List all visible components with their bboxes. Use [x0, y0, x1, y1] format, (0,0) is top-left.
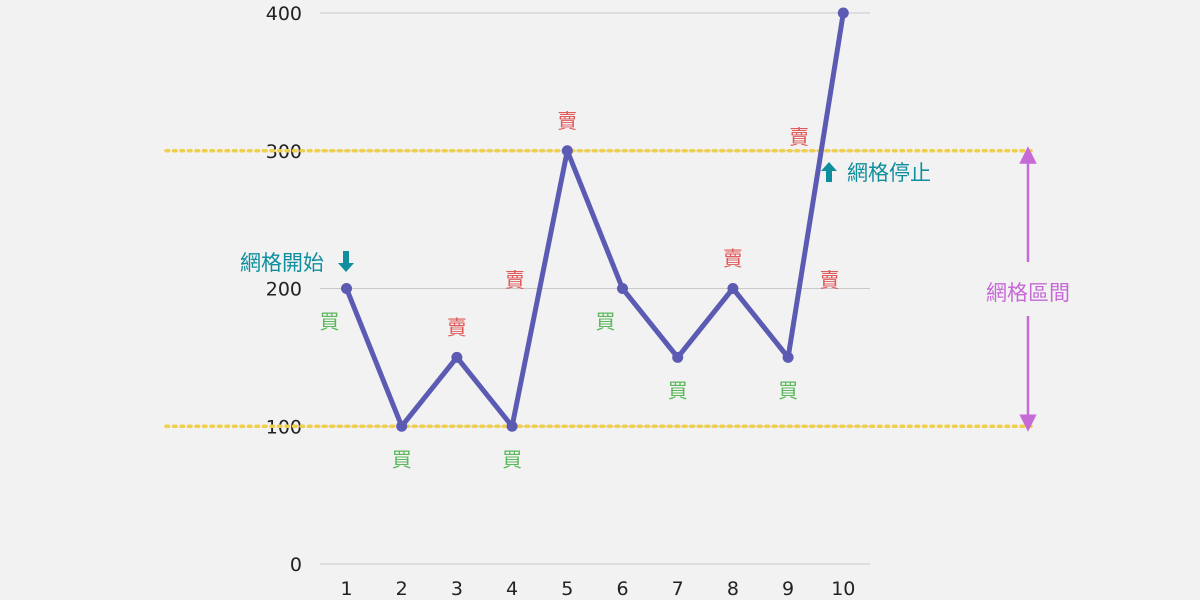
x-axis-tick-labels: 1 2 3 4 5 6 7 8 9 10	[340, 578, 855, 600]
x-tick-label: 4	[506, 578, 518, 600]
grid-stop-label: 網格停止	[847, 161, 931, 185]
price-point	[561, 145, 573, 157]
y-tick-label: 400	[266, 3, 302, 25]
x-tick-label: 9	[782, 578, 794, 600]
price-point	[617, 283, 628, 294]
buy-label: 買	[392, 447, 412, 471]
y-tick-label: 200	[266, 279, 302, 301]
sell-label: 賣	[789, 125, 809, 149]
buy-label: 買	[596, 310, 616, 334]
grid-stop-up-arrow-icon	[821, 162, 837, 182]
buy-label: 買	[668, 378, 688, 402]
price-point	[396, 420, 408, 432]
x-tick-label: 2	[396, 578, 408, 600]
buy-label: 買	[778, 378, 798, 402]
sell-label: 賣	[505, 268, 525, 292]
price-point	[506, 420, 518, 432]
y-axis-tick-labels: 0 100 200 300 400	[266, 3, 302, 576]
grid-start-down-arrow-icon	[338, 251, 354, 272]
price-line	[344, 10, 846, 429]
x-tick-label: 6	[616, 578, 628, 600]
buy-label: 買	[502, 447, 522, 471]
grid-range-label: 網格區間	[986, 281, 1070, 305]
sell-label: 賣	[557, 109, 577, 133]
sell-label: 賣	[447, 315, 467, 339]
y-tick-label: 100	[266, 416, 302, 438]
sell-label: 賣	[723, 247, 743, 271]
y-tick-label: 0	[290, 554, 302, 576]
price-point	[782, 351, 794, 363]
x-tick-label: 10	[831, 578, 855, 600]
x-tick-label: 1	[340, 578, 352, 600]
buy-label: 買	[320, 310, 340, 334]
x-tick-label: 3	[451, 578, 463, 600]
gridlines	[320, 12, 870, 565]
price-point	[672, 351, 684, 363]
annotations: 網格開始 網格停止 網格區間	[240, 146, 1070, 432]
sell-label: 賣	[820, 268, 840, 292]
x-tick-label: 7	[672, 578, 684, 600]
x-tick-label: 5	[561, 578, 573, 600]
price-point	[341, 283, 352, 294]
y-tick-label: 300	[266, 141, 302, 163]
grid-bound-lines	[164, 149, 1036, 428]
x-tick-label: 8	[727, 578, 739, 600]
price-series	[341, 7, 849, 432]
price-point	[727, 283, 739, 294]
price-point	[837, 7, 849, 19]
grid-start-label: 網格開始	[240, 251, 324, 275]
price-point	[451, 351, 463, 363]
